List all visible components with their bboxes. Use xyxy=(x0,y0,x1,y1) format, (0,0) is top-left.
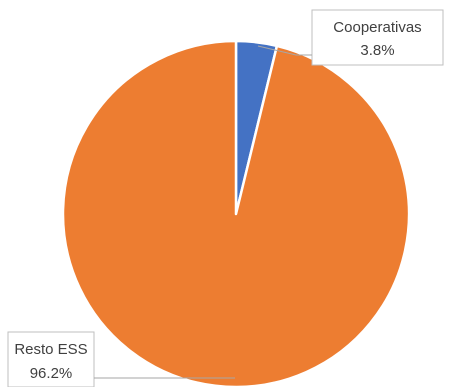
callout-cooperativas-box xyxy=(311,9,444,66)
pie-slices xyxy=(61,39,411,387)
callout-resto-ess-value: 96.2% xyxy=(30,365,73,382)
callout-cooperativas: Cooperativas 3.8% xyxy=(257,9,444,66)
callout-resto-ess: Resto ESS 96.2% xyxy=(7,331,235,387)
leader-line-cooperativas xyxy=(257,45,312,56)
callout-cooperativas-value: 3.8% xyxy=(360,42,394,59)
callout-cooperativas-name: Cooperativas xyxy=(333,19,421,36)
callout-resto-ess-name: Resto ESS xyxy=(14,341,87,358)
pie-slice-resto-ess xyxy=(61,39,411,387)
callout-resto-ess-box xyxy=(7,331,95,387)
